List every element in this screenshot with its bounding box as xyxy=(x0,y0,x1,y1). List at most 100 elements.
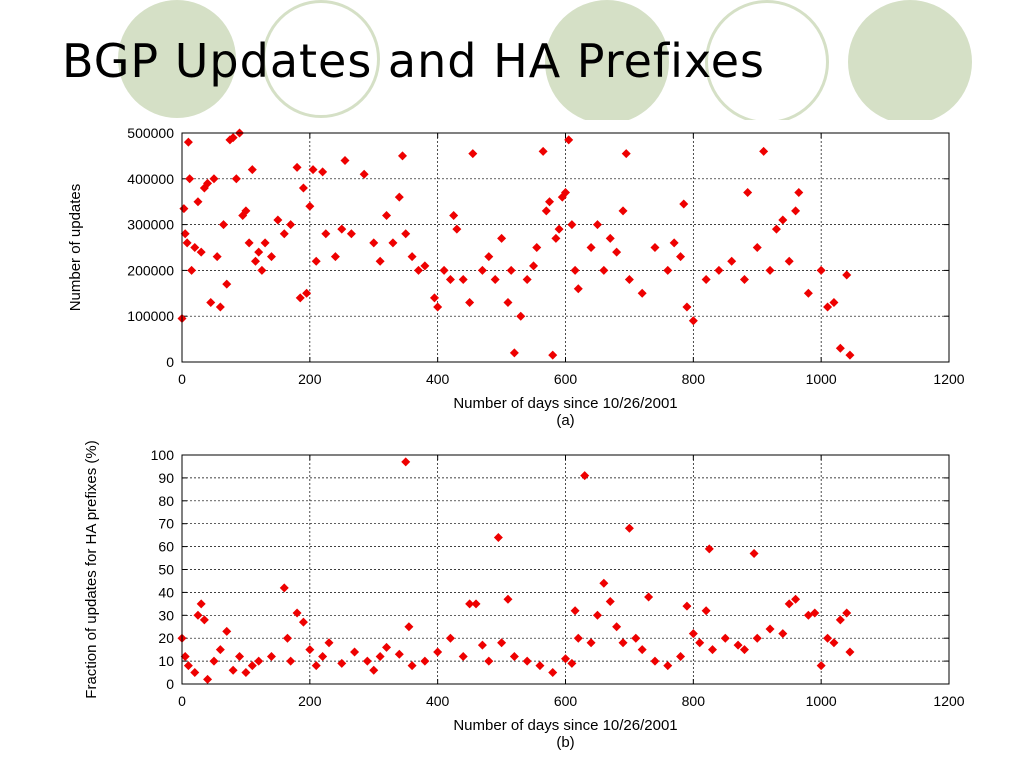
data-point xyxy=(298,617,308,627)
data-point xyxy=(516,311,526,321)
data-point xyxy=(605,233,615,243)
data-point xyxy=(183,137,193,147)
y-tick-label: 60 xyxy=(158,539,174,555)
data-point xyxy=(771,224,781,234)
chart-caption: (b) xyxy=(556,734,574,751)
decorative-circle xyxy=(118,0,236,118)
data-point xyxy=(209,656,219,666)
data-point xyxy=(247,165,257,175)
data-point xyxy=(835,343,845,353)
data-point xyxy=(196,599,206,609)
data-point xyxy=(612,622,622,632)
y-tick-label: 10 xyxy=(158,653,174,669)
data-point xyxy=(573,284,583,294)
data-point xyxy=(538,146,548,156)
background-panel xyxy=(0,120,1024,320)
data-point xyxy=(669,238,679,248)
data-point xyxy=(605,597,615,607)
data-point xyxy=(369,238,379,248)
data-point xyxy=(624,523,634,533)
data-point xyxy=(247,661,257,671)
data-point xyxy=(532,243,542,252)
data-point xyxy=(439,265,449,275)
data-point xyxy=(318,167,328,177)
data-point xyxy=(708,645,718,655)
data-point xyxy=(663,661,673,671)
data-point xyxy=(551,233,561,243)
data-point xyxy=(337,658,347,668)
data-point xyxy=(490,275,500,285)
data-point xyxy=(509,348,519,358)
data-point xyxy=(541,206,551,216)
data-point xyxy=(398,151,408,161)
y-tick-label: 80 xyxy=(158,493,174,509)
data-point xyxy=(209,174,219,184)
y-axis-label: Fraction of updates for HA prefixes (%) xyxy=(83,440,100,698)
chart-caption: (a) xyxy=(556,412,574,429)
data-point xyxy=(484,252,494,262)
data-point xyxy=(845,350,855,360)
data-point xyxy=(679,199,689,209)
data-point xyxy=(554,224,564,234)
data-point xyxy=(823,302,833,312)
data-point xyxy=(212,252,222,262)
data-point xyxy=(187,265,197,275)
data-point xyxy=(529,261,539,271)
data-point xyxy=(388,238,398,248)
data-point xyxy=(765,265,775,275)
data-point xyxy=(362,656,372,666)
data-point xyxy=(298,183,308,193)
data-point xyxy=(407,661,417,671)
data-point xyxy=(561,188,570,198)
data-point xyxy=(394,192,404,202)
plot-frame xyxy=(181,132,950,363)
data-point xyxy=(471,599,481,609)
data-point xyxy=(199,615,209,625)
y-tick-label: 300000 xyxy=(127,217,174,233)
data-point xyxy=(612,247,622,257)
data-point xyxy=(845,647,855,657)
data-point xyxy=(286,220,296,230)
data-point xyxy=(420,656,430,666)
data-point xyxy=(791,206,801,216)
data-point xyxy=(244,238,254,248)
x-tick-label: 600 xyxy=(554,371,578,387)
data-point xyxy=(557,192,567,202)
data-point xyxy=(631,633,641,643)
data-point xyxy=(548,350,558,360)
y-tick-label: 0 xyxy=(166,676,174,692)
data-point xyxy=(743,188,753,198)
data-point xyxy=(251,256,261,266)
data-point xyxy=(778,215,788,225)
data-point xyxy=(308,165,318,175)
data-point xyxy=(445,633,455,643)
x-tick-label: 1000 xyxy=(806,693,837,709)
data-point xyxy=(545,197,555,207)
x-tick-label: 800 xyxy=(682,371,706,387)
data-point xyxy=(618,206,628,216)
x-tick-label: 1000 xyxy=(806,371,837,387)
data-point xyxy=(401,229,411,239)
data-point xyxy=(193,610,203,620)
data-point xyxy=(637,645,647,655)
x-tick-label: 600 xyxy=(554,693,578,709)
data-point xyxy=(375,256,385,266)
x-tick-label: 1200 xyxy=(933,371,964,387)
data-point xyxy=(704,544,714,554)
data-point xyxy=(305,645,315,655)
data-point xyxy=(564,135,574,145)
data-point xyxy=(663,265,673,275)
x-tick-label: 200 xyxy=(298,371,322,387)
data-point xyxy=(382,210,392,220)
data-point xyxy=(522,656,532,666)
data-point xyxy=(235,652,245,662)
data-point xyxy=(567,658,577,668)
data-point xyxy=(282,633,292,643)
data-point xyxy=(765,624,775,634)
data-point xyxy=(676,252,686,262)
data-point xyxy=(292,608,302,618)
data-point xyxy=(404,622,414,632)
data-point xyxy=(407,252,417,262)
data-point xyxy=(445,275,455,285)
data-point xyxy=(624,275,634,285)
